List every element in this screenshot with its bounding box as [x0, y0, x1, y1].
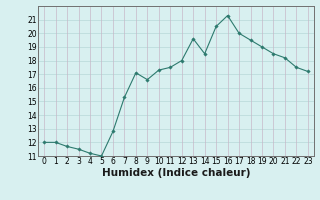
- X-axis label: Humidex (Indice chaleur): Humidex (Indice chaleur): [102, 168, 250, 178]
